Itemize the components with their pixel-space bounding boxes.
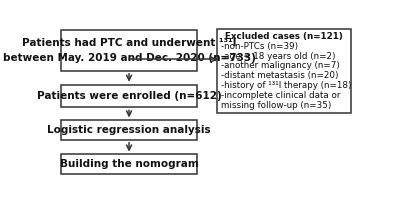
FancyBboxPatch shape [218,28,351,113]
Text: Logistic regression analysis: Logistic regression analysis [47,125,211,135]
Text: between May. 2019 and Dec. 2020 (n=733): between May. 2019 and Dec. 2020 (n=733) [3,53,256,63]
FancyBboxPatch shape [61,154,197,174]
Text: Patients had PTC and underwent ¹³¹I: Patients had PTC and underwent ¹³¹I [22,38,236,48]
Text: missing follow-up (n=35): missing follow-up (n=35) [221,101,332,110]
Text: -distant metastasis (n=20): -distant metastasis (n=20) [221,71,339,80]
Text: -non-PTCs (n=39): -non-PTCs (n=39) [221,42,298,51]
Text: Building the nomogram: Building the nomogram [60,159,198,169]
FancyBboxPatch shape [61,85,197,107]
FancyBboxPatch shape [61,120,197,140]
Text: -incomplete clinical data or: -incomplete clinical data or [221,91,341,100]
Text: Excluded cases (n=121): Excluded cases (n=121) [225,32,343,41]
Text: -age < 18 years old (n=2): -age < 18 years old (n=2) [221,51,336,61]
Text: Patients were enrolled (n=612): Patients were enrolled (n=612) [37,91,222,101]
FancyBboxPatch shape [61,30,197,71]
Text: -another malignancy (n=7): -another malignancy (n=7) [221,61,340,70]
Text: -history of ¹³¹I therapy (n=18): -history of ¹³¹I therapy (n=18) [221,81,352,90]
